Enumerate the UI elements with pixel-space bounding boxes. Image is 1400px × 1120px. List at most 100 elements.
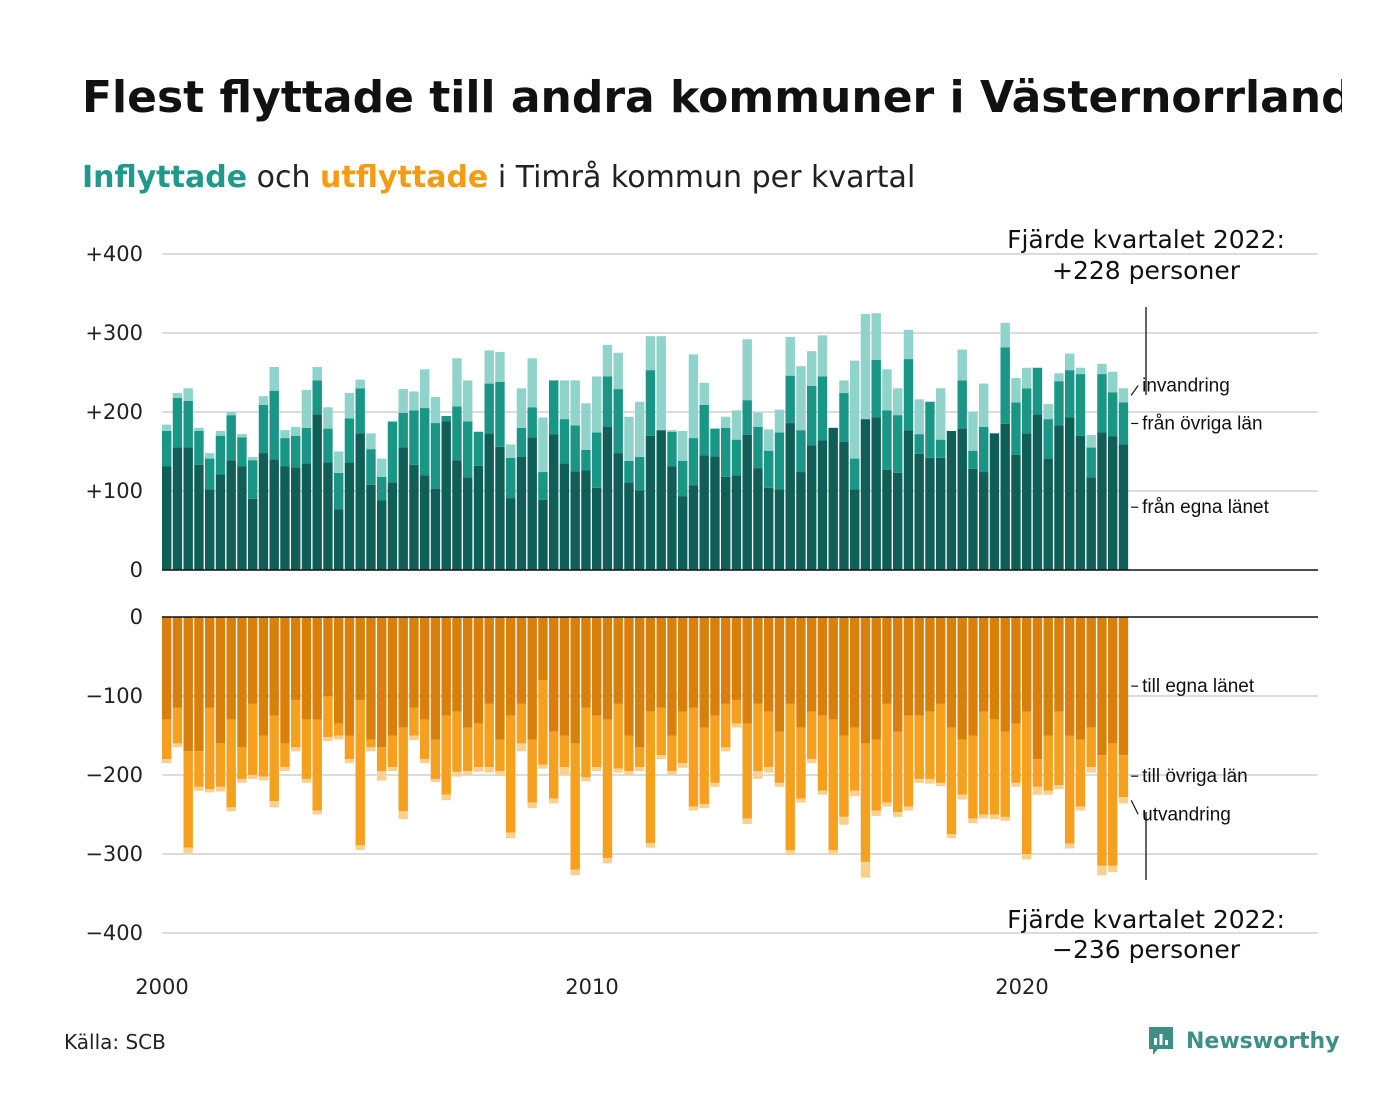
y-tick-label-top: 0 [130, 558, 143, 582]
bar-out-own [549, 617, 559, 732]
bar-in-own [731, 475, 742, 570]
bar-out-emig [527, 802, 537, 809]
segment-label: från övriga län [1142, 413, 1262, 434]
y-tick-label-bottom: −400 [85, 921, 143, 945]
bar-in-immig [914, 399, 924, 435]
segment-label: från egna länet [1142, 497, 1269, 518]
bar-out-other [1000, 731, 1010, 817]
bar-in-own [570, 471, 580, 570]
bar-out-other [721, 703, 731, 748]
bar-out-own [699, 617, 709, 728]
bar-in-other [506, 457, 516, 499]
bar-out-emig [635, 767, 645, 772]
bar-in-other [893, 415, 903, 473]
bar-out-emig [549, 798, 559, 804]
bar-in-other [979, 427, 989, 473]
subtitle-in-word: Inflyttade [82, 160, 248, 195]
bar-in-own [774, 489, 785, 570]
bar-out-other [312, 719, 322, 811]
annotations: Fjärde kvartalet 2022:+228 personerFjärd… [1007, 225, 1285, 964]
bar-out-own [968, 617, 978, 736]
bar-out-other [1108, 743, 1118, 866]
bar-in-immig [559, 380, 570, 420]
bar-in-immig [968, 412, 978, 451]
bar-in-immig [312, 366, 322, 381]
bar-in-immig [785, 336, 795, 376]
bar-in-other [710, 428, 720, 457]
bar-in-own [172, 447, 183, 570]
bar-in-own [613, 453, 623, 570]
bar-in-own [1108, 436, 1118, 570]
bar-out-own [645, 617, 656, 712]
bar-out-emig [312, 810, 322, 815]
bar-in-other [936, 439, 946, 458]
bar-in-immig [194, 427, 204, 431]
bar-in-immig [162, 424, 172, 431]
bar-out-other [323, 696, 333, 738]
bar-in-immig [570, 380, 580, 426]
bar-in-immig [409, 391, 419, 411]
bar-in-immig [688, 354, 699, 439]
migration-chart: 0 +100 +200 +300 +400 0 −100 −200 −300 −400 2000 20… [85, 225, 1318, 999]
bar-in-own [796, 472, 806, 570]
bar-out-emig [420, 759, 430, 764]
bar-in-own [237, 466, 247, 570]
bar-out-own [602, 617, 613, 720]
bar-in-other [484, 383, 494, 434]
bar-in-own [527, 437, 537, 570]
bar-out-other [979, 711, 989, 815]
outflow-bars [162, 617, 1129, 878]
bar-in-immig [753, 412, 763, 428]
bar-in-other [280, 438, 290, 467]
bar-out-other [968, 735, 978, 819]
bar-in-other [248, 460, 258, 499]
y-tick-label-top: +200 [85, 400, 143, 424]
bar-out-other [237, 747, 247, 779]
bar-in-own [957, 428, 967, 570]
bar-out-own [807, 617, 817, 712]
bar-in-other [721, 427, 731, 477]
bar-out-other [280, 743, 290, 768]
bar-in-own [258, 453, 269, 570]
bar-in-other [1118, 402, 1129, 445]
x-tick-label: 2000 [135, 975, 188, 999]
bar-out-other [1022, 711, 1032, 854]
bar-out-emig [409, 735, 419, 741]
bar-out-emig [742, 818, 752, 824]
axes: 0 +100 +200 +300 +400 0 −100 −200 −300 −400 2000 20… [85, 242, 1318, 999]
bar-out-emig [452, 771, 462, 777]
bar-in-immig [893, 388, 903, 416]
bar-out-other [957, 739, 967, 795]
bar-out-other [710, 715, 720, 783]
bar-out-other [613, 703, 623, 769]
bar-in-other [549, 380, 559, 435]
bar-in-own [495, 446, 505, 570]
bar-in-immig [377, 458, 387, 477]
bar-out-other [936, 703, 946, 783]
bar-out-own [850, 617, 860, 728]
bar-in-immig [183, 388, 193, 401]
bar-out-other [355, 699, 365, 846]
bar-in-own [710, 456, 720, 570]
bar-out-emig [1075, 806, 1086, 811]
bar-in-other [1065, 370, 1075, 418]
bar-out-emig [893, 812, 903, 817]
bar-in-own [409, 464, 419, 570]
bar-in-own [1054, 425, 1064, 570]
bar-in-immig [269, 366, 279, 391]
bar-out-own [1065, 617, 1075, 736]
bar-in-other [914, 434, 924, 454]
bar-in-own [205, 489, 215, 570]
bar-out-own [269, 617, 279, 716]
bar-in-own [893, 472, 903, 570]
bar-in-immig [226, 412, 236, 416]
bar-out-emig [699, 804, 709, 809]
bar-out-own [957, 617, 967, 740]
bar-out-emig [430, 778, 441, 783]
subtitle-out-word: utflyttade [320, 160, 489, 195]
bar-out-emig [516, 743, 527, 752]
bar-out-emig [764, 767, 774, 773]
bar-out-emig [936, 782, 946, 787]
bar-out-emig [1065, 843, 1075, 849]
bar-out-own [205, 617, 215, 708]
